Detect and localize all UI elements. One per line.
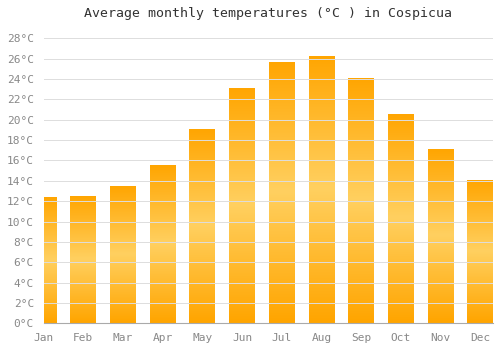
Title: Average monthly temperatures (°C ) in Cospicua: Average monthly temperatures (°C ) in Co…	[84, 7, 452, 20]
